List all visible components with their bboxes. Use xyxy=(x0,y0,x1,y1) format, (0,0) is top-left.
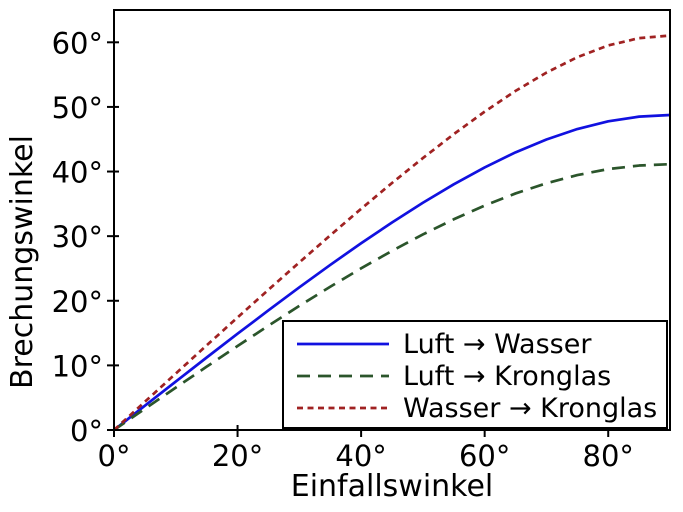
y-tick-label: 10° xyxy=(52,349,103,383)
legend-label: Luft → Kronglas xyxy=(403,361,611,392)
legend-box xyxy=(282,320,668,429)
x-tick-label: 0° xyxy=(98,439,131,473)
x-tick-label: 80° xyxy=(583,439,634,473)
y-tick-label: 20° xyxy=(52,285,103,319)
x-tick-label: 20° xyxy=(212,439,263,473)
legend-label: Luft → Wasser xyxy=(403,329,592,360)
y-tick-label: 60° xyxy=(52,26,103,60)
legend-item-1: Luft → Kronglas xyxy=(297,361,611,392)
y-tick-label: 50° xyxy=(52,91,103,125)
legend-item-0: Luft → Wasser xyxy=(297,329,592,360)
x-tick-label: 40° xyxy=(335,439,386,473)
y-axis-label: Brechungswinkel xyxy=(5,135,40,389)
x-axis-label: Einfallswinkel xyxy=(290,469,494,504)
y-tick-label: 40° xyxy=(52,156,103,190)
curve-series-2 xyxy=(113,34,671,431)
y-tick-label: 0° xyxy=(70,414,103,448)
legend-item-2: Wasser → Kronglas xyxy=(297,393,657,424)
legend-label: Wasser → Kronglas xyxy=(403,393,657,424)
y-tick-label: 30° xyxy=(52,220,103,254)
curve-series-1 xyxy=(113,162,671,432)
x-tick-label: 60° xyxy=(459,439,510,473)
curve-series-0 xyxy=(113,113,671,432)
plot-frame xyxy=(113,9,671,431)
